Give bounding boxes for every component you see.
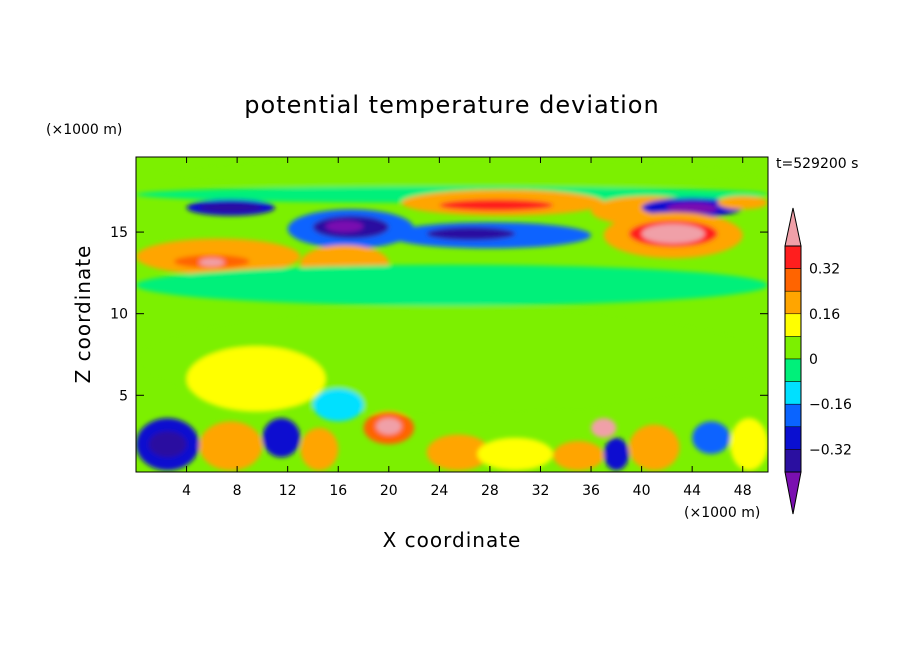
colorbar-band: [784, 268, 802, 292]
y-tick-label: 10: [110, 307, 128, 323]
chart-title: potential temperature deviation: [244, 91, 659, 119]
y-axis: 5 10 15: [110, 225, 768, 404]
contour-region-38: [603, 437, 629, 471]
colorbar-band: [784, 336, 802, 360]
x-tick-label: 40: [633, 483, 651, 499]
contour-region-30: [262, 418, 301, 458]
plot-area: [136, 157, 768, 472]
contour-region-36: [553, 440, 604, 471]
x-tick-label: 36: [582, 483, 600, 499]
x-tick-label: 24: [430, 483, 448, 499]
x-tick-label: 20: [380, 483, 398, 499]
colorbar-tick-label: 0.16: [809, 307, 840, 323]
colorbar-top-arrow: [784, 207, 802, 247]
contour-region-5: [439, 199, 554, 211]
contour-region-35: [477, 437, 554, 471]
colorbar-band: [784, 381, 802, 405]
colorbar-tick-label: −0.32: [809, 442, 852, 458]
x-axis-label: X coordinate: [383, 528, 522, 552]
x-tick-label: 48: [734, 483, 752, 499]
x-tick-label: 8: [233, 483, 242, 499]
contour-region-41: [730, 418, 768, 471]
colorbar-band: [784, 403, 802, 428]
colorbar-band: [784, 313, 802, 337]
contour-region-26: [312, 388, 364, 422]
x-axis: 4 8 12 16 20 24 28 32 36 40 44 48: [182, 157, 752, 499]
contour-region-24: [186, 346, 326, 412]
contour-region-17: [641, 223, 705, 244]
colorbar-bottom-arrow: [784, 471, 802, 515]
y-tick-label: 5: [119, 388, 128, 404]
contour-region-20: [199, 258, 225, 267]
y-unit-label: (×1000 m): [46, 122, 122, 138]
contour-region-28: [148, 431, 187, 458]
contour-region-40: [692, 421, 731, 455]
colorbar-tick-label: −0.16: [809, 397, 852, 413]
colorbar-tick-label: 0: [809, 352, 818, 368]
contour-region-8: [666, 202, 718, 215]
x-unit-label: (×1000 m): [684, 505, 760, 521]
colorbar-band: [784, 426, 802, 450]
colorbar-band: [784, 358, 802, 382]
contour-region-31: [300, 427, 339, 471]
contour-region-34: [426, 434, 490, 471]
colorbar: 0.32 0.16 0 −0.16 −0.32: [784, 207, 852, 515]
contour-region-12: [325, 220, 364, 233]
contour-region-3: [199, 202, 263, 213]
plot-frame: [135, 156, 769, 473]
y-tick-label: 15: [110, 225, 128, 241]
x-tick-label: 32: [532, 483, 550, 499]
contour-region-9: [717, 196, 768, 210]
colorbar-band: [784, 290, 802, 315]
x-tick-label: 16: [329, 483, 347, 499]
colorbar-band: [784, 449, 802, 473]
x-tick-label: 44: [683, 483, 701, 499]
contour-region-22: [136, 264, 768, 306]
contour-region-29: [199, 421, 263, 471]
contour-region-39: [628, 424, 680, 471]
colorbar-tick-label: 0.32: [809, 262, 840, 278]
contour-region-14: [426, 227, 516, 241]
contour-region-37: [591, 418, 617, 438]
contour-region-0: [148, 157, 768, 190]
y-axis-label: Z coordinate: [71, 245, 95, 384]
time-label: t=529200 s: [776, 156, 858, 172]
contour-region-25: [515, 330, 642, 412]
colorbar-frame: [784, 245, 802, 473]
x-tick-label: 28: [481, 483, 499, 499]
x-tick-label: 4: [182, 483, 191, 499]
x-tick-label: 12: [279, 483, 297, 499]
contour-region-33: [376, 418, 402, 435]
colorbar-band: [784, 245, 802, 269]
